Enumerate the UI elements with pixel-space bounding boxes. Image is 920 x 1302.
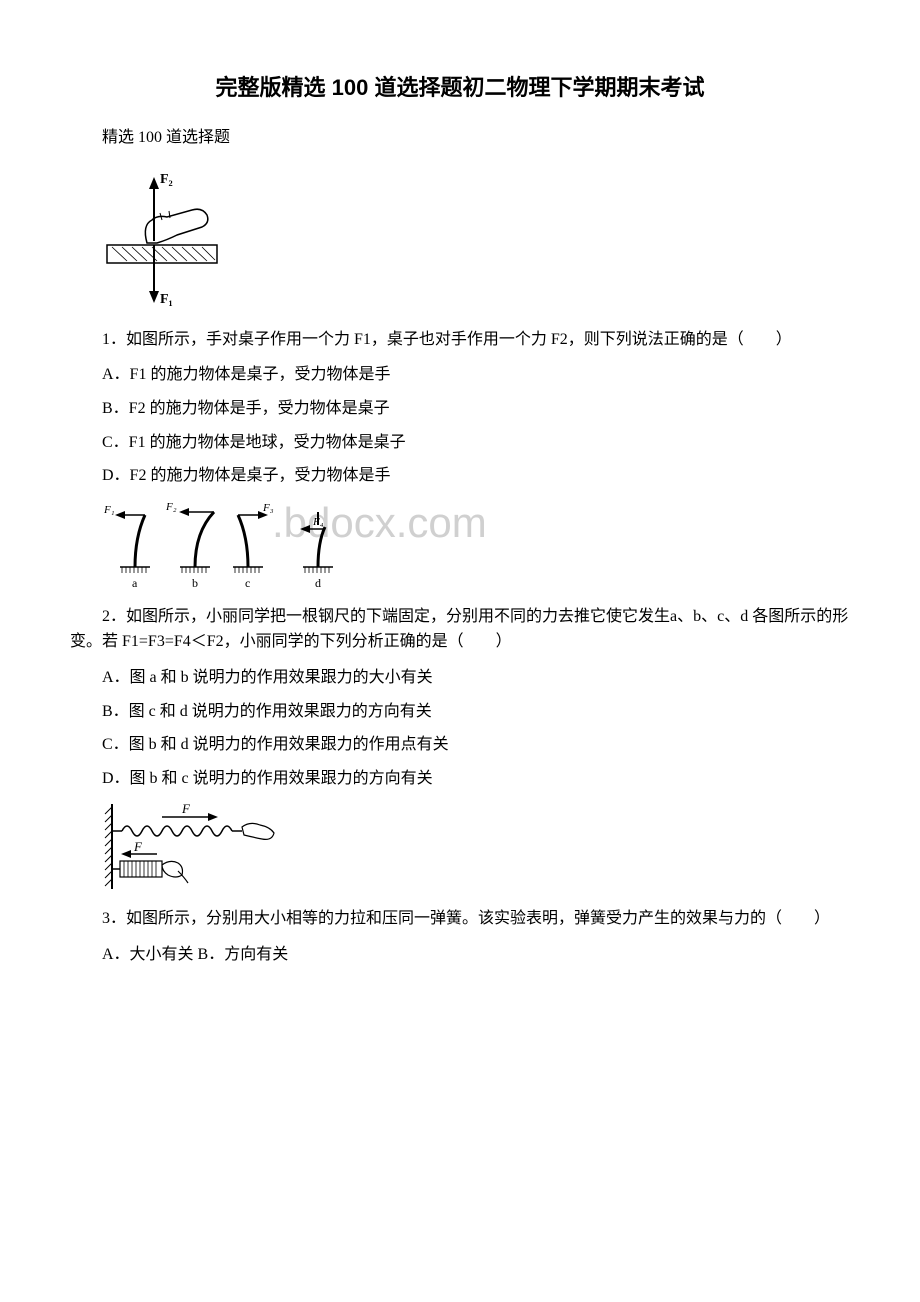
svg-text:F: F [133, 839, 143, 854]
document-subtitle: 精选 100 道选择题 [70, 125, 850, 151]
q2-text: 2．如图所示，小丽同学把一根钢尺的下端固定，分别用不同的力去推它使它发生a、b、… [70, 604, 850, 655]
q2-option-d: D．图 b 和 c 说明力的作用效果跟力的方向有关 [70, 766, 850, 792]
svg-text:a: a [132, 576, 138, 590]
q2-option-a: A．图 a 和 b 说明力的作用效果跟力的大小有关 [70, 665, 850, 691]
svg-text:F₃: F₃ [262, 502, 274, 514]
q3-figure: F F [102, 799, 850, 894]
q1-figure: F₂ F₁ [102, 165, 850, 315]
q1-option-b: B．F2 的施力物体是手，受力物体是桌子 [70, 396, 850, 422]
q2-option-b: B．图 c 和 d 说明力的作用效果跟力的方向有关 [70, 699, 850, 725]
svg-text:c: c [245, 576, 250, 590]
q1-text: 1．如图所示，手对桌子作用一个力 F1，桌子也对手作用一个力 F2，则下列说法正… [70, 327, 850, 353]
document-body: 完整版精选 100 道选择题初二物理下学期期末考试 精选 100 道选择题 F₂ [70, 70, 850, 968]
document-title: 完整版精选 100 道选择题初二物理下学期期末考试 [70, 70, 850, 105]
svg-text:F₁: F₁ [103, 504, 115, 516]
q2-figure: .bdocx.com F₁ a [102, 497, 850, 592]
svg-text:F₂: F₂ [160, 172, 173, 187]
q2-option-c: C．图 b 和 d 说明力的作用效果跟力的作用点有关 [70, 732, 850, 758]
svg-text:F: F [181, 801, 191, 816]
q1-option-c: C．F1 的施力物体是地球，受力物体是桌子 [70, 430, 850, 456]
svg-text:F₁: F₁ [160, 292, 173, 307]
svg-text:F₂: F₂ [165, 501, 177, 513]
q1-option-a: A．F1 的施力物体是桌子，受力物体是手 [70, 362, 850, 388]
svg-text:d: d [315, 576, 321, 590]
svg-text:b: b [192, 576, 198, 590]
q3-option-ab: A．大小有关 B．方向有关 [70, 942, 850, 968]
q3-text: 3．如图所示，分别用大小相等的力拉和压同一弹簧。该实验表明，弹簧受力产生的效果与… [70, 906, 850, 932]
q1-option-d: D．F2 的施力物体是桌子，受力物体是手 [70, 463, 850, 489]
